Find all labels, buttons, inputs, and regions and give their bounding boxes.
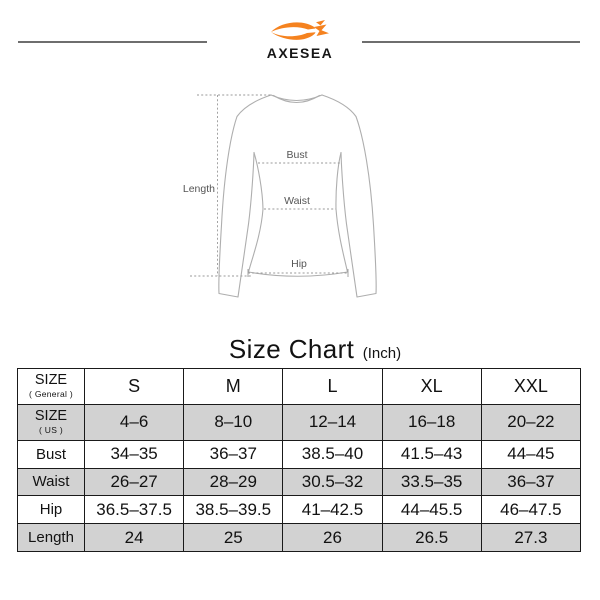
value-cell: 36.5–37.5 [83,495,185,525]
value-cell: 36–37 [480,467,582,497]
shirt-left-sleeve [218,94,272,298]
shirt-measurement-diagram: Length Bust Waist Hip [183,94,377,298]
size-cell: XXL [480,368,582,405]
row-header-hip: Hip [17,495,85,525]
shirt-collar-inner [272,94,321,104]
brand-fish-icon [271,20,329,40]
value-cell: 28–29 [183,467,284,497]
value-cell: 16–18 [381,403,482,441]
value-cell: 8–10 [183,403,284,441]
value-cell: 36–37 [183,439,284,469]
value-cell: 38.5–40 [282,439,383,469]
value-cell: 20–22 [480,403,582,441]
value-cell: 44–45 [480,439,582,469]
value-cell: 33.5–35 [381,467,482,497]
size-chart-title: Size Chart (Inch) [0,334,600,365]
value-cell: 30.5–32 [282,467,383,497]
shirt-left-body [247,151,264,273]
size-us-sub: ( US ) [39,425,63,436]
hip-label: Hip [291,258,307,270]
waist-label: Waist [284,195,310,207]
size-general-sub: ( General ) [29,389,73,400]
size-chart-title-text: Size Chart [228,334,355,364]
row-header-bust: Bust [17,439,85,469]
header-divider-left [18,41,207,43]
row-header-waist: Waist [17,467,85,497]
value-cell: 26 [282,523,383,552]
row-header-size-us: SIZE ( US ) [17,403,85,441]
bust-label: Bust [286,149,307,161]
row-header-length: Length [17,523,85,552]
table-row-bust: Bust 34–35 36–37 38.5–40 41.5–43 44–45 [17,439,582,469]
value-cell: 24 [83,523,185,552]
size-table: SIZE ( General ) S M L XL XXL SIZE ( US … [17,368,582,552]
value-cell: 12–14 [282,403,383,441]
size-cell: M [183,368,284,405]
table-row-waist: Waist 26–27 28–29 30.5–32 33.5–35 36–37 [17,467,582,497]
table-row-size-us: SIZE ( US ) 4–6 8–10 12–14 16–18 20–22 [17,403,582,441]
value-cell: 25 [183,523,284,552]
table-row-length: Length 24 25 26 26.5 27.3 [17,523,582,552]
row-header-size-general: SIZE ( General ) [17,368,85,405]
table-row-hip: Hip 36.5–37.5 38.5–39.5 41–42.5 44–45.5 … [17,495,582,525]
value-cell: 27.3 [480,523,582,552]
size-us-top: SIZE [34,408,68,425]
shirt-right-sleeve [321,94,377,298]
value-cell: 26–27 [83,467,185,497]
value-cell: 4–6 [83,403,185,441]
size-cell: XL [381,368,482,405]
value-cell: 41–42.5 [282,495,383,525]
header-divider-right [362,41,580,43]
size-cell: L [282,368,383,405]
value-cell: 38.5–39.5 [183,495,284,525]
table-row-size-general: SIZE ( General ) S M L XL XXL [17,368,582,405]
value-cell: 44–45.5 [381,495,482,525]
value-cell: 26.5 [381,523,482,552]
length-label: Length [183,183,215,195]
value-cell: 34–35 [83,439,185,469]
size-general-top: SIZE [34,372,68,389]
shirt-right-body [335,151,349,273]
value-cell: 46–47.5 [480,495,582,525]
size-cell: S [83,368,185,405]
brand-name: AXESEA [266,45,334,61]
brand-logo: AXESEA [240,20,360,61]
value-cell: 41.5–43 [381,439,482,469]
size-chart-unit: (Inch) [362,345,402,362]
shirt-hem [247,271,349,277]
